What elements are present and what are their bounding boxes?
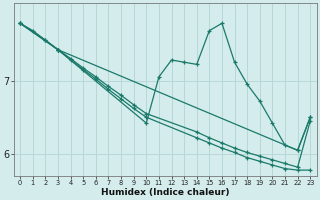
X-axis label: Humidex (Indice chaleur): Humidex (Indice chaleur) [101,188,229,197]
